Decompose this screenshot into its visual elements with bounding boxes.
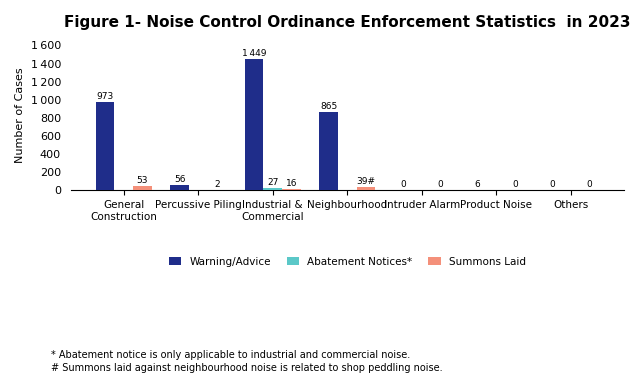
Bar [263,188,282,190]
Bar [357,187,375,190]
Text: 0: 0 [401,180,406,189]
Text: 53: 53 [137,176,148,185]
Text: 2: 2 [214,180,220,189]
Text: 1 449: 1 449 [242,49,266,58]
Text: 6: 6 [475,180,481,189]
Bar [171,185,189,190]
Text: 27: 27 [267,178,279,187]
Text: * Abatement notice is only applicable to industrial and commercial noise.: * Abatement notice is only applicable to… [51,350,410,360]
Bar [282,189,301,190]
Text: 0: 0 [512,180,518,189]
Bar [245,59,263,190]
Title: Figure 1- Noise Control Ordinance Enforcement Statistics  in 2023: Figure 1- Noise Control Ordinance Enforc… [64,15,631,30]
Bar [96,102,114,190]
Text: 973: 973 [96,92,114,101]
Text: 0: 0 [550,180,555,189]
Text: 39#: 39# [357,177,376,186]
Text: 0: 0 [587,180,592,189]
Text: 865: 865 [320,102,337,111]
Legend: Warning/Advice, Abatement Notices*, Summons Laid: Warning/Advice, Abatement Notices*, Summ… [164,253,530,271]
Text: 0: 0 [438,180,443,189]
Bar [320,112,338,190]
Text: 16: 16 [286,179,297,188]
Bar [133,185,151,190]
Text: 56: 56 [174,175,185,184]
Text: # Summons laid against neighbourhood noise is related to shop peddling noise.: # Summons laid against neighbourhood noi… [51,363,443,373]
Y-axis label: Number of Cases: Number of Cases [15,68,25,164]
